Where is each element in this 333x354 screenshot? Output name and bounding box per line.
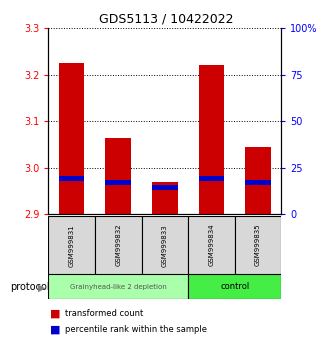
Bar bbox=[245, 180, 271, 185]
Text: percentile rank within the sample: percentile rank within the sample bbox=[65, 325, 207, 335]
Bar bbox=[59, 63, 85, 214]
Bar bbox=[95, 216, 142, 274]
Bar bbox=[59, 176, 85, 181]
Bar bbox=[48, 216, 95, 274]
Bar bbox=[198, 176, 224, 181]
Bar bbox=[152, 185, 178, 189]
Text: GSM999834: GSM999834 bbox=[208, 224, 214, 267]
Text: protocol: protocol bbox=[10, 282, 50, 292]
Bar bbox=[198, 64, 224, 214]
Bar bbox=[188, 274, 281, 299]
Text: ■: ■ bbox=[50, 308, 61, 318]
Text: GSM999832: GSM999832 bbox=[115, 224, 121, 267]
Text: GSM999833: GSM999833 bbox=[162, 224, 168, 267]
Text: ▶: ▶ bbox=[38, 282, 46, 292]
Text: ■: ■ bbox=[50, 325, 61, 335]
Text: control: control bbox=[220, 282, 249, 291]
Text: GSM999835: GSM999835 bbox=[255, 224, 261, 267]
Bar bbox=[245, 147, 271, 214]
Text: GSM999831: GSM999831 bbox=[69, 224, 75, 267]
Text: transformed count: transformed count bbox=[65, 309, 143, 318]
Bar bbox=[188, 216, 235, 274]
Bar bbox=[105, 180, 131, 185]
Bar bbox=[152, 182, 178, 214]
Bar bbox=[235, 216, 281, 274]
Bar bbox=[105, 137, 131, 214]
Bar bbox=[142, 216, 188, 274]
Text: Grainyhead-like 2 depletion: Grainyhead-like 2 depletion bbox=[70, 284, 166, 290]
Bar bbox=[48, 274, 188, 299]
Text: GDS5113 / 10422022: GDS5113 / 10422022 bbox=[99, 12, 234, 25]
